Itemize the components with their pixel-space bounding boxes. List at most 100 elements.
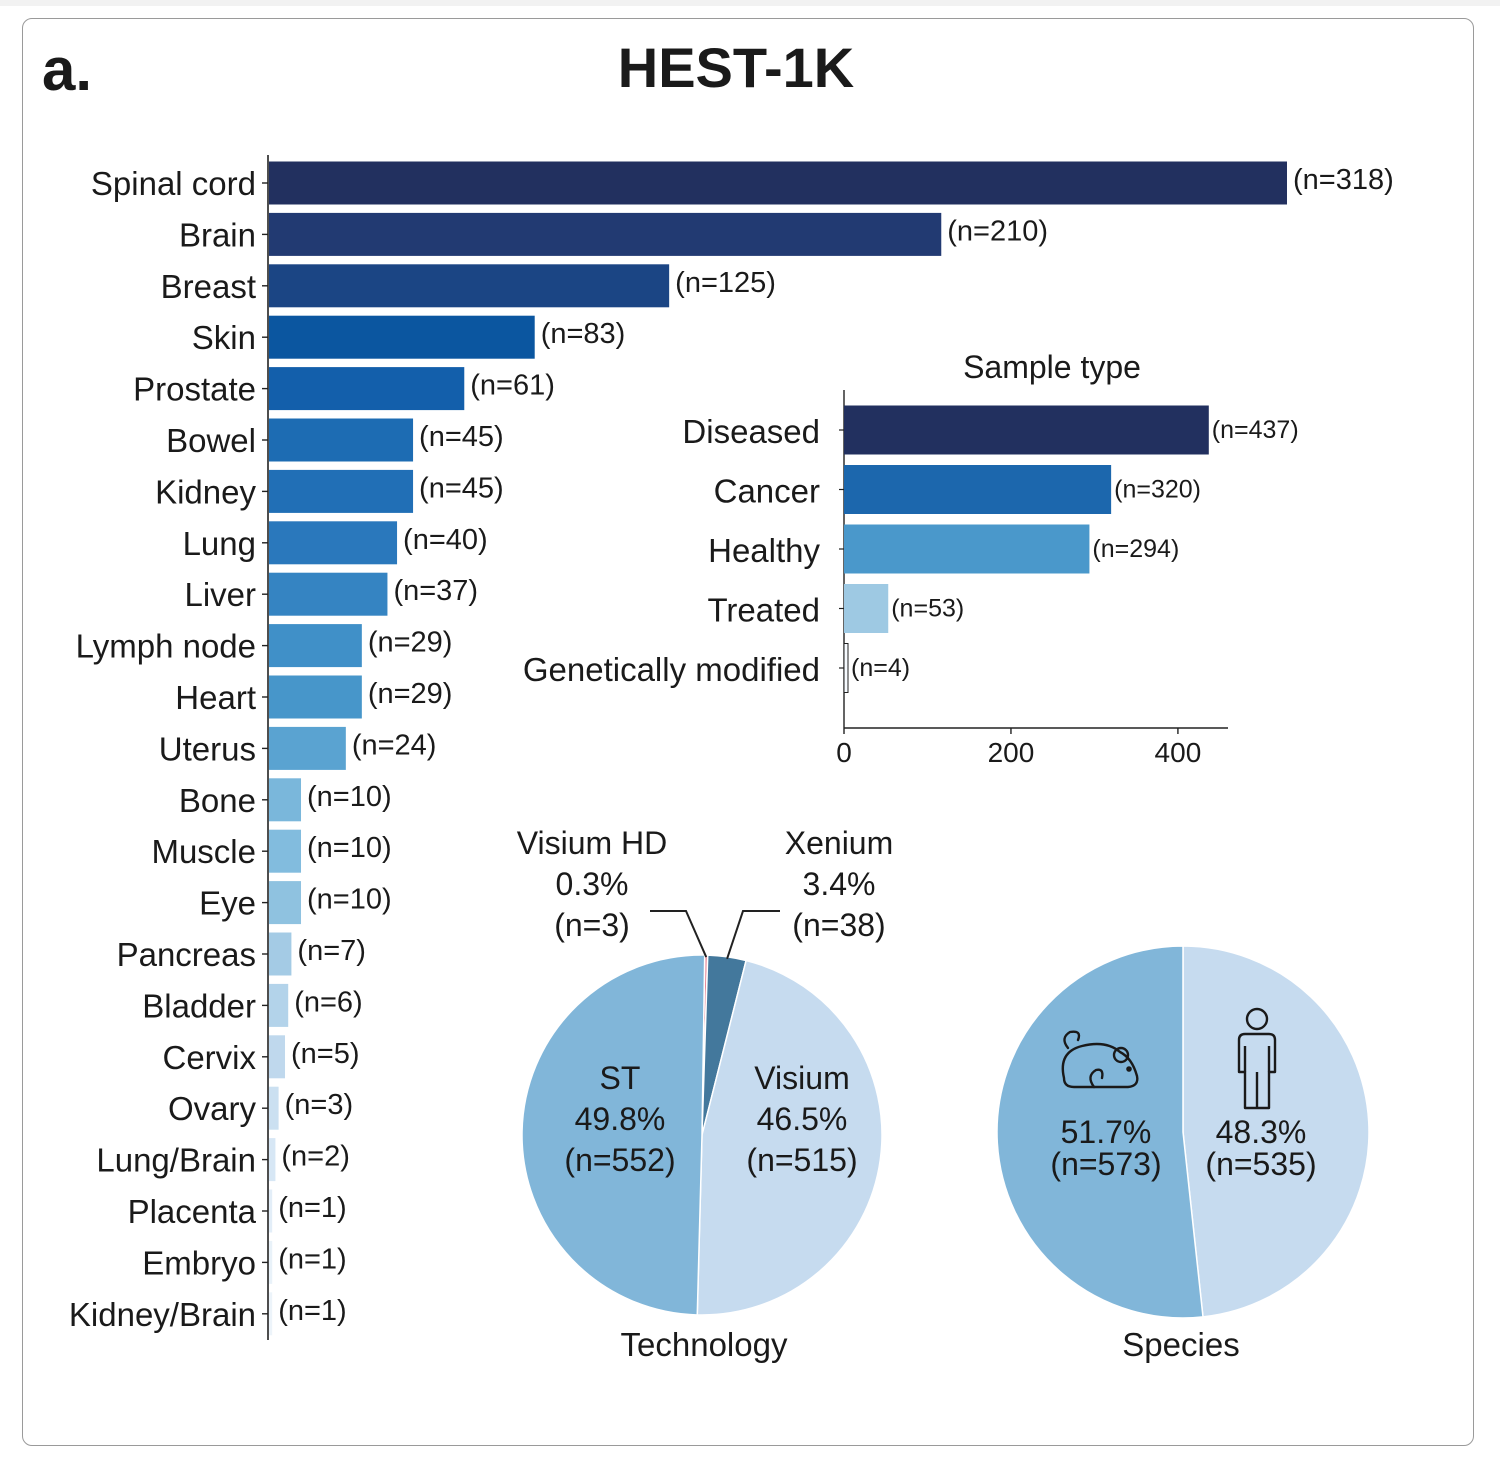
- organ-value-liver: (n=37): [393, 575, 478, 607]
- organ-value-kidney-brain: (n=1): [278, 1295, 347, 1327]
- top-strip: [0, 0, 1500, 6]
- organ-bar-prostate: [269, 367, 465, 411]
- organ-bar-lymph-node: [269, 624, 362, 668]
- organ-label-kidney-brain: Kidney/Brain: [69, 1296, 256, 1333]
- organ-bar-breast: [269, 264, 670, 308]
- sample-value-diseased: (n=437): [1212, 416, 1299, 444]
- organ-label-bladder: Bladder: [142, 987, 256, 1024]
- organ-value-pancreas: (n=7): [297, 935, 366, 967]
- organ-label-ovary: Ovary: [168, 1090, 257, 1127]
- organ-label-bone: Bone: [179, 782, 256, 819]
- human-icon: [1237, 1007, 1277, 1110]
- organ-value-breast: (n=125): [675, 267, 776, 299]
- organ-value-muscle: (n=10): [307, 832, 392, 864]
- organ-value-lymph-node: (n=29): [368, 627, 453, 659]
- organ-value-prostate: (n=61): [470, 370, 555, 402]
- organ-bar-pancreas: [269, 932, 292, 976]
- organ-value-spinal-cord: (n=318): [1293, 164, 1394, 196]
- organ-label-lung: Lung: [183, 525, 256, 562]
- organ-value-bone: (n=10): [307, 781, 392, 813]
- organ-value-lung-brain: (n=2): [281, 1141, 350, 1173]
- organ-value-skin: (n=83): [541, 318, 626, 350]
- mouse-icon: [1061, 1030, 1139, 1089]
- organ-bar-uterus: [269, 726, 346, 770]
- organ-value-placenta: (n=1): [278, 1192, 347, 1224]
- species-label-human: 48.3% (n=535): [1205, 1114, 1316, 1182]
- sample-bar-cancer: [844, 465, 1112, 514]
- organ-label-breast: Breast: [161, 268, 256, 305]
- species-slice-human-icon: [1182, 945, 1370, 1318]
- organ-bar-skin: [269, 315, 535, 359]
- organ-label-brain: Brain: [179, 216, 256, 253]
- organ-value-cervix: (n=5): [291, 1038, 360, 1070]
- tech-leader-xenium: [726, 910, 780, 960]
- sample-label-genetically-modified: Genetically modified: [523, 651, 820, 688]
- organ-label-uterus: Uterus: [159, 730, 256, 767]
- organ-bar-brain: [269, 212, 942, 256]
- tech-label-st: ST 49.8% (n=552): [564, 1060, 675, 1178]
- main-title: HEST-1K: [617, 36, 855, 99]
- organ-bar-muscle: [269, 829, 302, 873]
- sample-bar-treated: [844, 584, 889, 633]
- tech-slice-st: [520, 954, 706, 1316]
- sample-label-treated: Treated: [707, 592, 820, 629]
- organ-label-cervix: Cervix: [162, 1039, 256, 1076]
- organ-label-embryo: Embryo: [142, 1244, 256, 1281]
- sample-bar-genetically-modified: [843, 643, 849, 693]
- organ-label-heart: Heart: [175, 679, 256, 716]
- organ-label-bowel: Bowel: [166, 422, 256, 459]
- organ-label-muscle: Muscle: [151, 833, 256, 870]
- organ-bar-heart: [269, 675, 362, 719]
- organ-value-kidney: (n=45): [419, 472, 504, 504]
- sample-bar-healthy: [844, 524, 1090, 574]
- organ-bar-lung: [269, 521, 398, 565]
- organ-bar-placenta: [269, 1189, 273, 1233]
- organ-bar-bowel: [269, 418, 414, 462]
- sample-label-healthy: Healthy: [708, 532, 820, 569]
- organ-value-brain: (n=210): [947, 215, 1048, 247]
- organ-value-heart: (n=29): [368, 678, 453, 710]
- tech-label-visium: Visium 46.5% (n=515): [746, 1060, 857, 1178]
- species-label-mouse: 51.7% (n=573): [1050, 1114, 1161, 1182]
- species-slice-mouse-icon: [996, 945, 1204, 1319]
- organ-bar-embryo: [269, 1240, 273, 1284]
- organ-bar-liver: [269, 572, 388, 616]
- species-pie-title: Species: [1122, 1326, 1239, 1363]
- organ-value-bowel: (n=45): [419, 421, 504, 453]
- sample-x-tick-label-400: 400: [1155, 737, 1202, 768]
- sample-x-tick-label-0: 0: [836, 737, 852, 768]
- sample-value-healthy: (n=294): [1092, 535, 1179, 563]
- organ-label-pancreas: Pancreas: [117, 936, 256, 973]
- organ-label-eye: Eye: [199, 885, 256, 922]
- organ-label-skin: Skin: [192, 319, 256, 356]
- organ-bar-ovary: [269, 1086, 279, 1130]
- organ-label-placenta: Placenta: [128, 1193, 257, 1230]
- organ-bar-eye: [269, 881, 302, 925]
- tech-leader-visium-hd: [650, 910, 708, 958]
- sample-value-cancer: (n=320): [1114, 476, 1201, 504]
- organ-label-lymph-node: Lymph node: [76, 628, 256, 665]
- organ-bar-bladder: [269, 983, 289, 1027]
- organ-value-embryo: (n=1): [278, 1243, 347, 1275]
- organ-bar-bone: [269, 778, 302, 822]
- organ-bar-lung-brain: [269, 1138, 276, 1182]
- organ-label-liver: Liver: [184, 576, 256, 613]
- organ-label-kidney: Kidney: [155, 473, 256, 510]
- organ-bar-kidney: [269, 469, 414, 513]
- tech-label-xenium: Xenium 3.4% (n=38): [785, 825, 894, 943]
- organ-value-eye: (n=10): [307, 884, 392, 916]
- sample-value-treated: (n=53): [891, 595, 964, 623]
- organ-value-lung: (n=40): [403, 524, 488, 556]
- tech-slice-visium: [696, 959, 883, 1316]
- sample-x-tick-label-200: 200: [988, 737, 1035, 768]
- organ-value-ovary: (n=3): [285, 1089, 354, 1121]
- organ-label-spinal-cord: Spinal cord: [91, 165, 256, 202]
- sample-value-genetically-modified: (n=4): [851, 654, 910, 682]
- sample-label-cancer: Cancer: [714, 473, 820, 510]
- organ-label-lung-brain: Lung/Brain: [96, 1142, 256, 1179]
- organ-label-prostate: Prostate: [133, 371, 256, 408]
- organ-bar-cervix: [269, 1035, 286, 1079]
